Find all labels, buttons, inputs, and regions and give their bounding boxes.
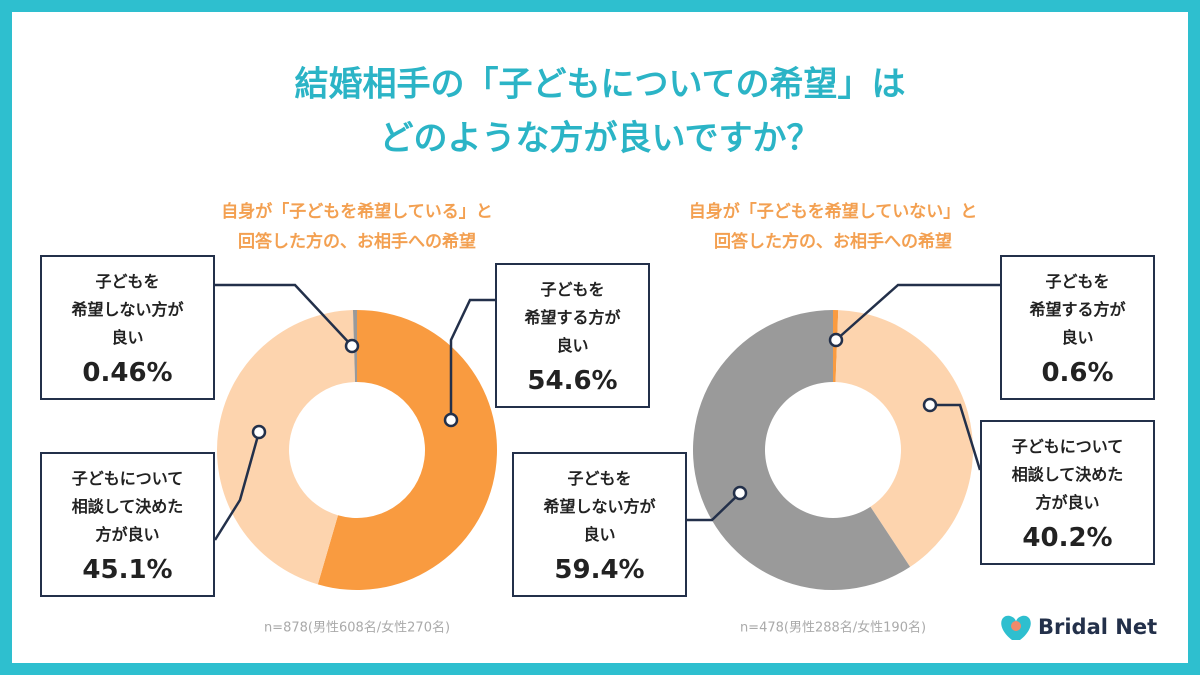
category-label: 子どもについて 相談して決めた 方が良い (71, 468, 184, 544)
label-box: 子どもについて 相談して決めた 方が良い 40.2% (980, 420, 1155, 565)
category-label: 子どもを 希望しない方が 良い (71, 271, 184, 347)
donut-segment (692, 310, 911, 590)
leader-marker (732, 485, 748, 501)
category-label: 子どもを 希望する方が 良い (1029, 271, 1126, 347)
leader-line (687, 492, 741, 522)
leader-line (213, 431, 261, 541)
chart-subtitle: 回答した方の、お相手への希望 (714, 231, 952, 252)
category-label: 子どもを 希望しない方が 良い (543, 468, 656, 544)
page-title: 結婚相手の「子どもについての希望」は (295, 65, 906, 105)
value-label: 40.2% (1022, 522, 1113, 553)
label-box: 子どもを 希望しない方が 良い 0.46% (40, 255, 215, 400)
sample-note: n=878(男性608名/女性270名) (264, 620, 450, 636)
label-box: 子どもを 希望しない方が 良い 59.4% (512, 452, 687, 597)
donut-segment (835, 310, 973, 567)
leader-line (835, 283, 1000, 341)
value-label: 59.4% (554, 554, 645, 585)
sample-note: n=478(男性288名/女性190名) (740, 620, 926, 636)
category-label: 子どもについて 相談して決めた 方が良い (1011, 436, 1124, 512)
label-box: 子どもを 希望する方が 良い 0.6% (1000, 255, 1155, 400)
page-title: どのような方が良いですか？ (380, 119, 821, 159)
leader-line (930, 403, 982, 471)
value-label: 0.6% (1041, 357, 1114, 388)
label-box: 子どもを 希望する方が 良い 54.6% (495, 263, 650, 408)
chart-subtitle: 自身が「子どもを希望していない」と (689, 201, 978, 222)
chart-subtitle: 回答した方の、お相手への希望 (238, 231, 476, 252)
leader-marker (443, 412, 459, 428)
leader-marker (251, 424, 267, 440)
brand: Bridal Net (1038, 615, 1157, 639)
leader-marker (828, 332, 844, 348)
value-label: 0.46% (82, 357, 173, 388)
value-label: 45.1% (82, 554, 173, 585)
label-box: 子どもについて 相談して決めた 方が良い 45.1% (40, 452, 215, 597)
value-label: 54.6% (527, 365, 618, 396)
leader-line (449, 298, 495, 420)
leader-marker (344, 338, 360, 354)
logo-icon (1011, 621, 1021, 631)
donut-segment (217, 310, 356, 585)
chart-subtitle: 自身が「子どもを希望している」と (221, 201, 493, 222)
logo: Bridal Net (1001, 615, 1157, 640)
category-label: 子どもを 希望する方が 良い (524, 279, 621, 355)
leader-line (215, 283, 353, 347)
leader-marker (922, 397, 938, 413)
